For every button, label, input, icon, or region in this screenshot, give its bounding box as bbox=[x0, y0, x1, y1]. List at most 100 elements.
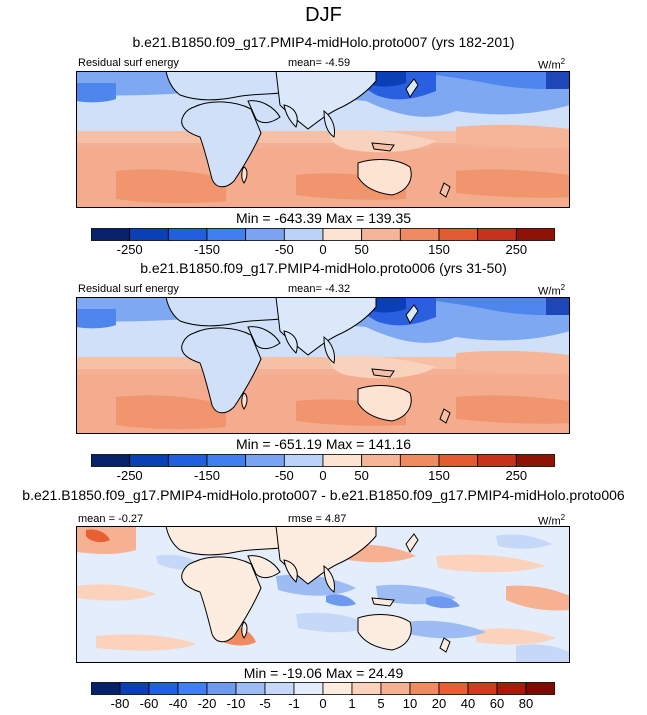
colorbar-box bbox=[177, 682, 208, 695]
india bbox=[283, 330, 298, 354]
warm-pool bbox=[330, 129, 436, 153]
panel-1-mean-label: mean= bbox=[288, 57, 322, 69]
colorbar-box bbox=[283, 228, 324, 241]
colorbar-tick-label: 1 bbox=[348, 696, 356, 711]
colorbar-box bbox=[409, 682, 440, 695]
colorbar-box bbox=[351, 682, 382, 695]
new-zealand bbox=[439, 637, 451, 653]
colorbar-tick-label: -60 bbox=[139, 696, 159, 711]
panel-1-units: W/m2 bbox=[538, 57, 565, 72]
panel-1-title: b.e21.B1850.f09_g17.PMIP4-midHolo.proto0… bbox=[132, 34, 515, 50]
colorbar-tick-label: -150 bbox=[193, 242, 221, 257]
panel-3-rmse-value: 4.87 bbox=[325, 513, 347, 525]
warm-patch-10 bbox=[476, 628, 556, 645]
colorbar-tick-label: 0 bbox=[319, 696, 327, 711]
australia bbox=[357, 385, 412, 422]
colorbar-tick-label: 250 bbox=[505, 468, 528, 483]
panel-3-units: W/m2 bbox=[538, 513, 565, 528]
colorbar-box bbox=[322, 228, 363, 241]
colorbar-box bbox=[264, 682, 295, 695]
warm-patch-6 bbox=[76, 584, 156, 601]
panel-1-mean: mean= -4.59 bbox=[288, 57, 350, 69]
colorbar-tick-label: 50 bbox=[354, 468, 369, 483]
new-guinea bbox=[371, 597, 395, 607]
cool-patch-4 bbox=[406, 620, 486, 639]
warm-patch-8 bbox=[506, 585, 570, 611]
colorbar-tick-label: -80 bbox=[110, 696, 130, 711]
colorbar-tick-label: 60 bbox=[489, 696, 505, 711]
south-strong-1 bbox=[116, 169, 226, 204]
colorbar-box bbox=[525, 682, 555, 695]
panel-2-mean-value: -4.32 bbox=[325, 283, 351, 295]
ne-corner bbox=[546, 71, 570, 89]
colorbar-tick-label: -10 bbox=[226, 696, 246, 711]
epac-warm bbox=[456, 124, 570, 148]
colorbar-box bbox=[119, 682, 150, 695]
indochina bbox=[323, 109, 335, 138]
colorbar-box bbox=[438, 682, 469, 695]
colorbar-tick-label: -50 bbox=[274, 242, 294, 257]
colorbar-tick-label: 5 bbox=[377, 696, 385, 711]
arabia bbox=[247, 326, 281, 350]
panel-3-frame bbox=[76, 526, 570, 663]
colorbar-box bbox=[206, 454, 247, 467]
colorbar-tick-label: 0 bbox=[319, 242, 327, 257]
colorbar-tick-label: -20 bbox=[197, 696, 217, 711]
colorbar-box bbox=[245, 228, 285, 241]
panel-2-map bbox=[76, 297, 570, 434]
colorbar-tick-label: -5 bbox=[259, 696, 271, 711]
colorbar-box bbox=[129, 454, 169, 467]
colorbar-box bbox=[91, 228, 131, 241]
colorbar-box bbox=[361, 228, 401, 241]
colorbar-box bbox=[148, 682, 179, 695]
panel-3-units-text: W/m bbox=[538, 515, 561, 528]
panel-1-units-text: W/m bbox=[538, 59, 561, 72]
panel-3-mean: mean = -0.27 bbox=[78, 513, 143, 525]
cool-patch-9 bbox=[516, 644, 570, 663]
africa bbox=[181, 101, 262, 188]
australia bbox=[357, 159, 412, 196]
colorbar-box bbox=[477, 228, 517, 241]
cool-patch-3 bbox=[296, 612, 372, 633]
africa bbox=[181, 556, 262, 643]
japan bbox=[405, 78, 419, 98]
panel-3-rmse: rmse = 4.87 bbox=[288, 513, 346, 525]
colorbar-tick-label: 20 bbox=[431, 696, 447, 711]
colorbar-box bbox=[245, 454, 285, 467]
panel-2-colorbar-ticks: -250 -150 -50 0 50 150 250 bbox=[91, 468, 555, 484]
colorbar-tick-label: -1 bbox=[288, 696, 300, 711]
panel-1-colorbar bbox=[91, 228, 555, 241]
colorbar-box bbox=[322, 454, 363, 467]
madagascar bbox=[241, 621, 248, 639]
colorbar-box bbox=[206, 228, 247, 241]
panel-1-minmax: Min = -643.39 Max = 139.35 bbox=[235, 210, 412, 226]
arabia bbox=[247, 555, 281, 579]
panel-2-variable: Residual surf energy bbox=[78, 283, 179, 295]
figure-title: DJF bbox=[305, 4, 342, 26]
colorbar-box bbox=[361, 454, 401, 467]
japan bbox=[405, 304, 419, 324]
colorbar-box bbox=[438, 454, 479, 467]
panel-2-units-text: W/m bbox=[538, 285, 561, 298]
colorbar-box bbox=[496, 682, 527, 695]
madagascar bbox=[241, 392, 248, 410]
colorbar-box bbox=[91, 682, 121, 695]
colorbar-tick-label: 10 bbox=[402, 696, 418, 711]
gulf-blue bbox=[76, 83, 116, 103]
new-zealand bbox=[439, 408, 451, 424]
panel-2-frame bbox=[76, 297, 570, 434]
panel-3-colorbar-ticks: -80 -60 -40 -20 -10 -5 -1 0 1 5 10 20 40 60 80 bbox=[91, 696, 555, 712]
colorbar-box bbox=[438, 228, 479, 241]
panel-3-mean-value: -0.27 bbox=[118, 513, 144, 525]
india bbox=[283, 104, 298, 128]
panel-3-mean-label: mean = bbox=[78, 513, 115, 525]
warm-patch-2 bbox=[86, 529, 110, 543]
colorbar-box bbox=[206, 682, 237, 695]
panel-2-mean: mean= -4.32 bbox=[288, 283, 350, 295]
south-strong-3 bbox=[456, 169, 570, 198]
new-zealand bbox=[439, 182, 451, 198]
panel-2-colorbar bbox=[91, 454, 555, 467]
colorbar-box bbox=[283, 454, 324, 467]
cool-patch-8 bbox=[426, 596, 460, 609]
panel-1-colorbar-ticks: -250 -150 -50 0 50 150 250 bbox=[91, 242, 555, 258]
